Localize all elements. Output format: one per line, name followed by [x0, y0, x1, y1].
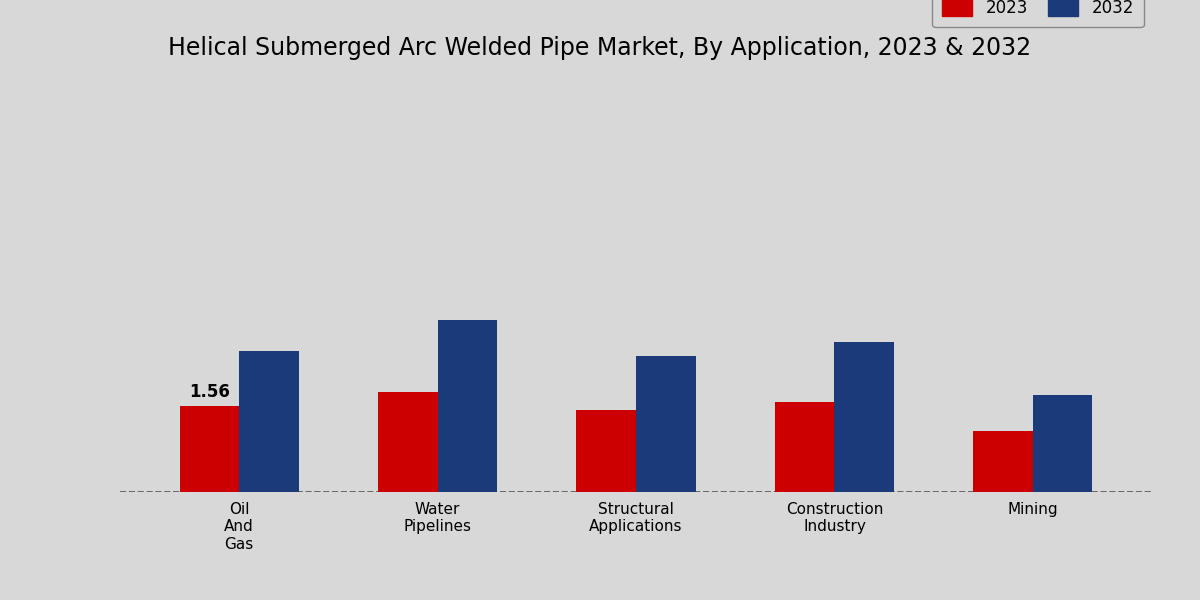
Bar	[239, 351, 299, 492]
Bar	[834, 343, 894, 492]
Bar	[1033, 395, 1092, 492]
Bar	[180, 406, 239, 492]
Bar	[973, 431, 1033, 492]
Bar	[438, 320, 497, 492]
Text: 1.56: 1.56	[188, 383, 229, 401]
Bar	[378, 392, 438, 492]
Text: Helical Submerged Arc Welded Pipe Market, By Application, 2023 & 2032: Helical Submerged Arc Welded Pipe Market…	[168, 36, 1032, 60]
Bar	[576, 410, 636, 492]
Legend: 2023, 2032: 2023, 2032	[932, 0, 1144, 27]
Bar	[775, 402, 834, 492]
Bar	[636, 356, 696, 492]
